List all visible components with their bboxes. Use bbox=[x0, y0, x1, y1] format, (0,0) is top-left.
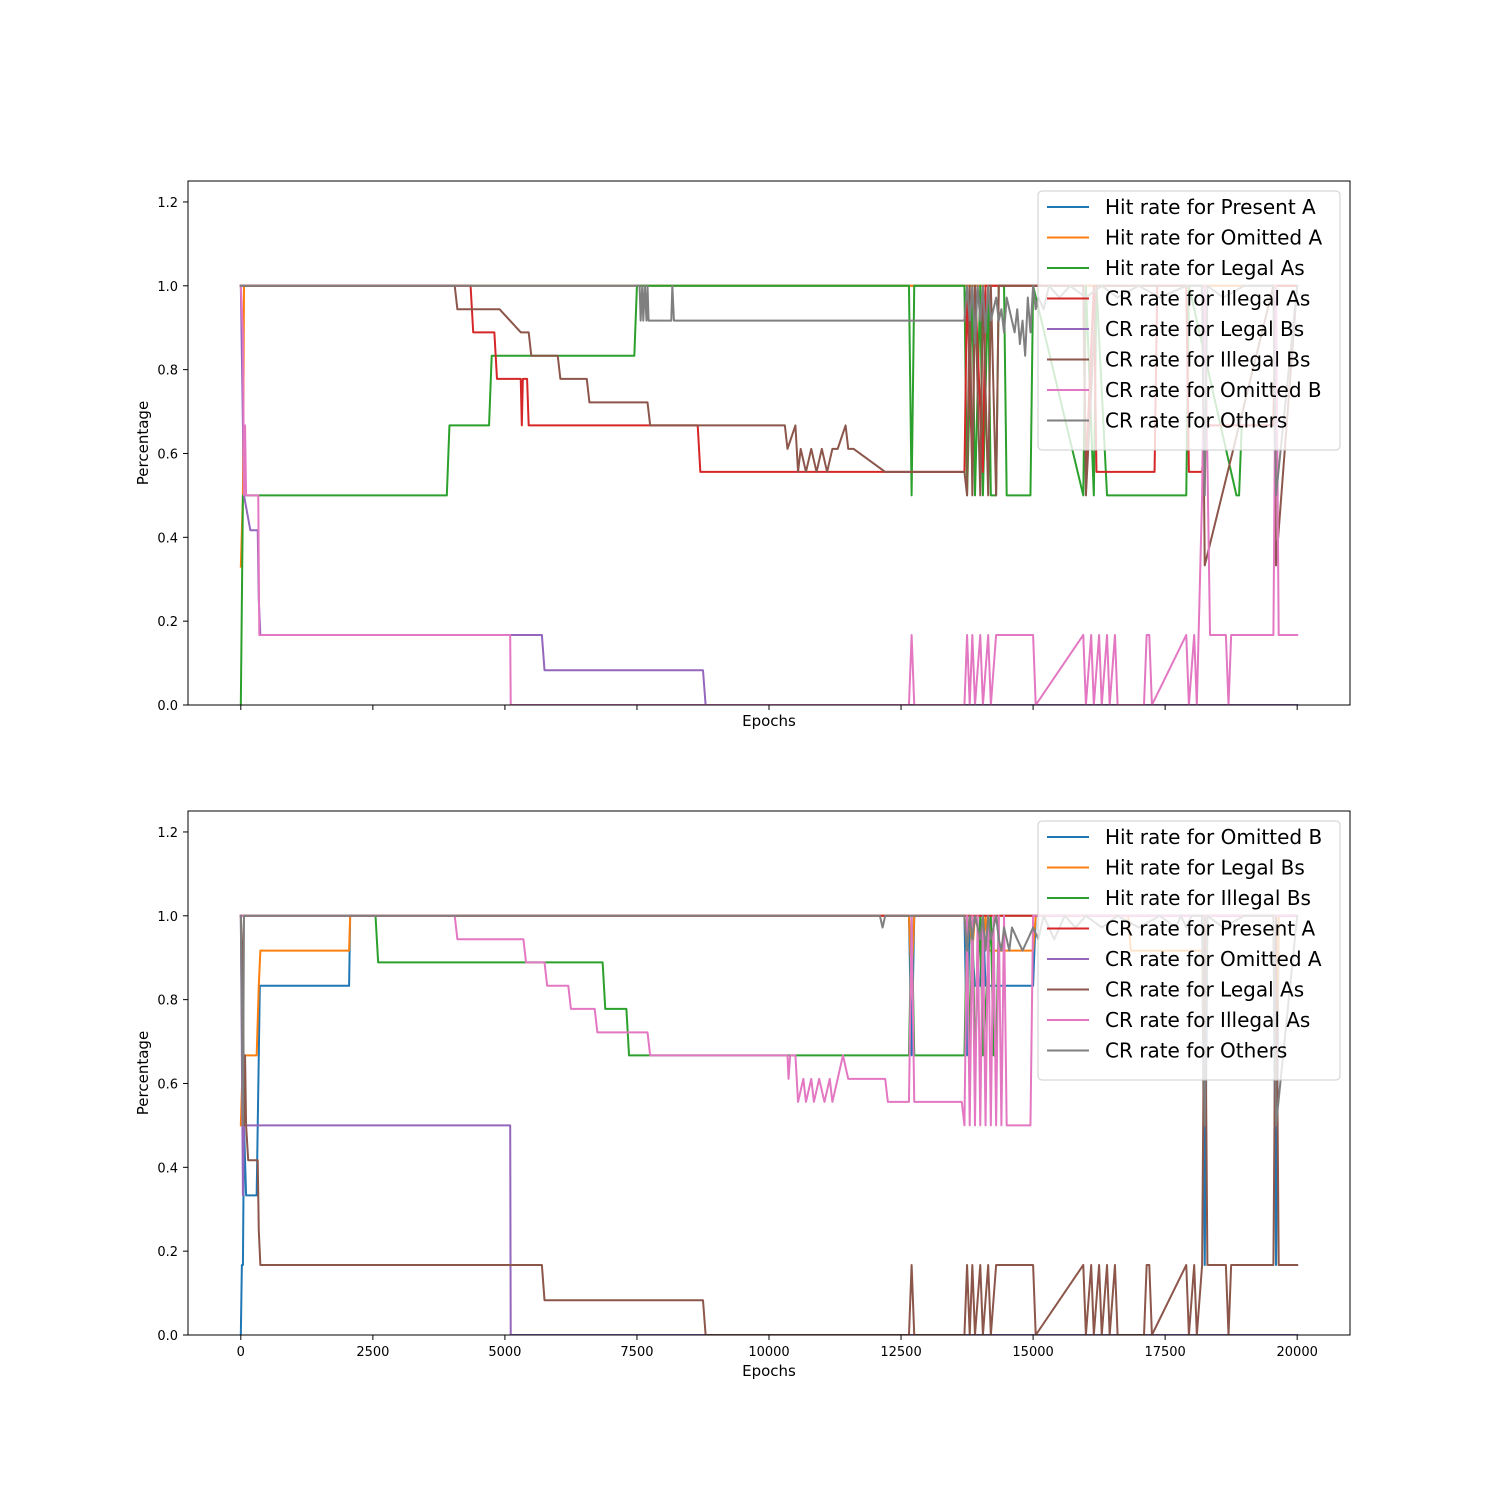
legend-label: CR rate for Omitted A bbox=[1105, 947, 1322, 971]
legend-box bbox=[1037, 190, 1341, 451]
x-tick-label: 15000 bbox=[1012, 1345, 1053, 1360]
legend: Hit rate for Omitted B Hit rate for Legal… bbox=[1037, 820, 1341, 1081]
legend-label: CR rate for Omitted B bbox=[1105, 378, 1322, 402]
x-tick-label: 7500 bbox=[620, 1345, 653, 1360]
x-tick-label: 20000 bbox=[1277, 1345, 1318, 1360]
legend-label: CR rate for Illegal Bs bbox=[1105, 348, 1310, 372]
legend-label: CR rate for Others bbox=[1105, 1039, 1287, 1063]
y-tick-label: 1.0 bbox=[157, 910, 178, 925]
y-tick-label: 0.4 bbox=[157, 1161, 178, 1176]
legend-label: Hit rate for Present A bbox=[1105, 195, 1316, 219]
x-axis-label: Epochs bbox=[742, 1362, 796, 1380]
series-line-7 bbox=[239, 914, 1299, 1127]
x-tick-label: 0 bbox=[237, 1345, 245, 1360]
legend-label: Hit rate for Omitted A bbox=[1105, 226, 1322, 250]
legend-label: Hit rate for Omitted B bbox=[1105, 825, 1322, 849]
y-tick-label: 0.8 bbox=[157, 364, 178, 379]
y-tick-label: 0.6 bbox=[157, 447, 178, 462]
x-tick-label: 5000 bbox=[488, 1345, 521, 1360]
y-tick-label: 0.0 bbox=[157, 699, 178, 714]
y-tick-label: 0.2 bbox=[157, 1245, 178, 1260]
y-tick-label: 1.2 bbox=[157, 826, 178, 841]
legend-label: Hit rate for Legal Bs bbox=[1105, 856, 1305, 880]
series-line-5 bbox=[239, 914, 1299, 1335]
legend-label: CR rate for Others bbox=[1105, 409, 1287, 433]
legend-label: Hit rate for Illegal Bs bbox=[1105, 886, 1311, 910]
y-tick-label: 1.2 bbox=[157, 196, 178, 211]
y-tick-label: 0.6 bbox=[157, 1077, 178, 1092]
x-tick-label: 10000 bbox=[748, 1345, 789, 1360]
bottom-subplot: 0 2500 5000 7500 10000 12500 15000 17500 20000 0.… bbox=[134, 810, 1351, 1380]
legend-label: CR rate for Legal As bbox=[1105, 978, 1304, 1002]
legend-box bbox=[1037, 820, 1341, 1081]
legend: Hit rate for Present A Hit rate for Omitt… bbox=[1037, 190, 1341, 451]
legend-label: CR rate for Present A bbox=[1105, 917, 1315, 941]
y-tick-label: 1.0 bbox=[157, 280, 178, 295]
x-tick-label: 12500 bbox=[880, 1345, 921, 1360]
legend-label: CR rate for Illegal As bbox=[1105, 1008, 1310, 1032]
y-axis-label: Percentage bbox=[134, 1031, 152, 1115]
y-tick-label: 0.0 bbox=[157, 1329, 178, 1344]
x-tick-label: 17500 bbox=[1144, 1345, 1185, 1360]
y-axis-label: Percentage bbox=[134, 401, 152, 485]
legend-label: CR rate for Illegal As bbox=[1105, 287, 1310, 311]
x-axis-label: Epochs bbox=[742, 712, 796, 730]
y-tick-label: 0.4 bbox=[157, 531, 178, 546]
x-tick-label: 2500 bbox=[356, 1345, 389, 1360]
top-subplot: 0.0 0.2 0.4 0.6 0.8 1.0 1.2 Epochs Percentage Hit… bbox=[134, 180, 1351, 730]
y-tick-label: 0.8 bbox=[157, 994, 178, 1009]
y-tick-label: 0.2 bbox=[157, 615, 178, 630]
legend-label: Hit rate for Legal As bbox=[1105, 256, 1305, 280]
legend-label: CR rate for Legal Bs bbox=[1105, 317, 1304, 341]
